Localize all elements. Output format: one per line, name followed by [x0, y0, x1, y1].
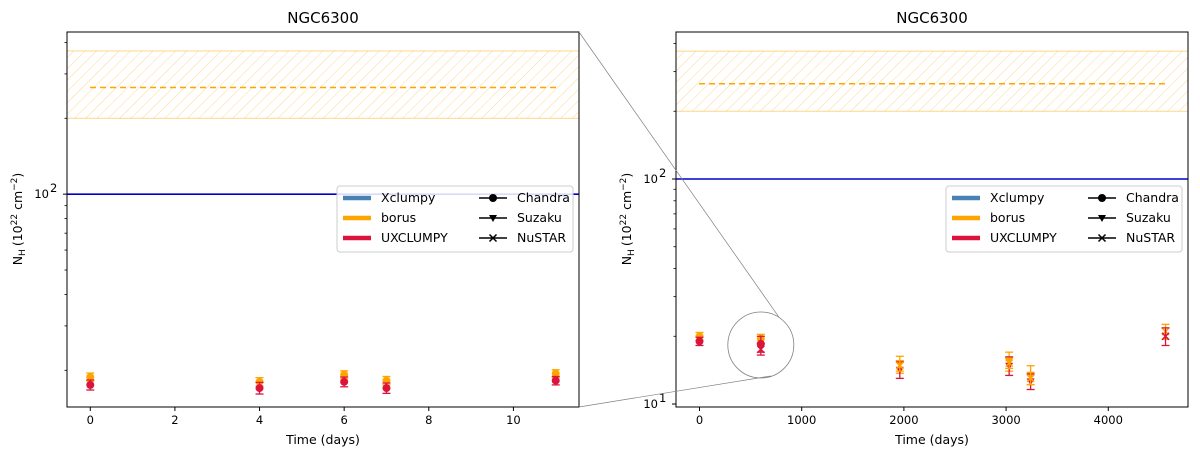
legend-label-borus: borus	[990, 210, 1025, 225]
right-uxclumpy-nustar-point	[1161, 327, 1170, 347]
left-y-axis-label: NH(1022 cm−2)	[10, 173, 28, 266]
right-uxclumpy-nustar-point	[756, 343, 765, 356]
zoom-line-bottom	[578, 375, 771, 408]
x-tick-label: 0	[696, 413, 703, 427]
x-tick-label: 10	[506, 413, 521, 427]
y-tick-exponent: 2	[659, 166, 666, 180]
right-legend: Xclumpy borus UXCLUMPY Chandra Suzaku NuSTAR	[945, 185, 1183, 253]
legend-marker-circle	[1098, 194, 1106, 202]
legend-marker-x	[488, 233, 498, 243]
zoom-line-top	[578, 31, 780, 318]
right-chart-title: NGC6300	[896, 9, 968, 27]
legend-label-xclumpy: Xclumpy	[990, 190, 1045, 205]
right-uxclumpy-chandra-point	[695, 336, 704, 347]
right-borus-nustar-point	[1005, 357, 1014, 370]
x-tick-label: 4	[256, 413, 263, 427]
left-legend: Xclumpy borus UXCLUMPY Chandra Suzaku NuSTAR	[336, 185, 574, 253]
legend-label-uxclumpy: UXCLUMPY	[990, 230, 1057, 245]
circle-marker	[695, 337, 704, 346]
left-uxclumpy-chandra-point	[551, 375, 560, 386]
legend-label-nustar: NuSTAR	[517, 230, 566, 245]
y-tick-exponent: 1	[659, 391, 666, 405]
x-tick-label: 4000	[1094, 413, 1123, 427]
legend-label-suzaku: Suzaku	[1126, 210, 1171, 225]
legend-label-uxclumpy: UXCLUMPY	[381, 230, 448, 245]
right-borus-nustar-point	[1026, 371, 1035, 386]
left-chart-title: NGC6300	[287, 9, 359, 27]
y-tick-label: 10	[34, 187, 49, 201]
x-marker	[895, 361, 904, 370]
circle-marker	[86, 380, 95, 389]
left-uxclumpy-chandra-point	[255, 381, 264, 395]
right-axes-frame	[675, 31, 1189, 408]
right-x-axis-label: Time (days)	[894, 432, 969, 447]
legend-label-nustar: NuSTAR	[1126, 230, 1175, 245]
right-borus-nustar-point	[895, 359, 904, 372]
x-marker	[1026, 374, 1035, 383]
x-marker	[756, 345, 765, 354]
circle-marker	[255, 384, 264, 393]
legend-marker-triangle	[1098, 215, 1106, 222]
left-band-hatch	[67, 50, 579, 119]
left-uxclumpy-chandra-point	[340, 376, 349, 388]
left-uxclumpy-chandra-point	[382, 382, 391, 394]
y-tick-exponent: 2	[50, 181, 57, 195]
circle-marker	[340, 377, 349, 386]
legend-frame	[336, 185, 574, 253]
legend-marker-x	[1097, 233, 1107, 243]
left-axes-frame	[66, 31, 580, 408]
legend-frame	[945, 185, 1183, 253]
x-tick-label: 2	[171, 413, 178, 427]
left-uxclumpy-chandra-point	[86, 379, 95, 391]
right-y-axis-label: NH(1022 cm−2)	[619, 173, 637, 266]
legend-label-borus: borus	[381, 210, 416, 225]
y-tick-label: 10	[643, 172, 658, 186]
x-tick-label: 2000	[889, 413, 918, 427]
circle-marker	[551, 376, 560, 385]
legend-marker-circle	[489, 194, 497, 202]
legend-label-chandra: Chandra	[517, 190, 570, 205]
legend-label-suzaku: Suzaku	[517, 210, 562, 225]
legend-label-chandra: Chandra	[1126, 190, 1179, 205]
circle-marker	[551, 369, 560, 378]
x-marker	[1005, 359, 1014, 368]
legend-label-xclumpy: Xclumpy	[381, 190, 436, 205]
zoom-connector	[578, 31, 780, 408]
y-tick-label: 10	[643, 397, 658, 411]
zoom-circle	[727, 311, 795, 379]
circle-marker	[382, 384, 391, 393]
circle-marker	[86, 373, 95, 382]
x-tick-label: 8	[425, 413, 432, 427]
x-tick-label: 6	[340, 413, 347, 427]
right-band-hatch	[676, 50, 1188, 112]
x-tick-label: 0	[87, 413, 94, 427]
x-tick-label: 1000	[787, 413, 816, 427]
legend-marker-triangle	[489, 215, 497, 222]
x-marker	[1161, 332, 1170, 341]
x-tick-label: 3000	[991, 413, 1020, 427]
left-x-axis-label: Time (days)	[285, 432, 360, 447]
